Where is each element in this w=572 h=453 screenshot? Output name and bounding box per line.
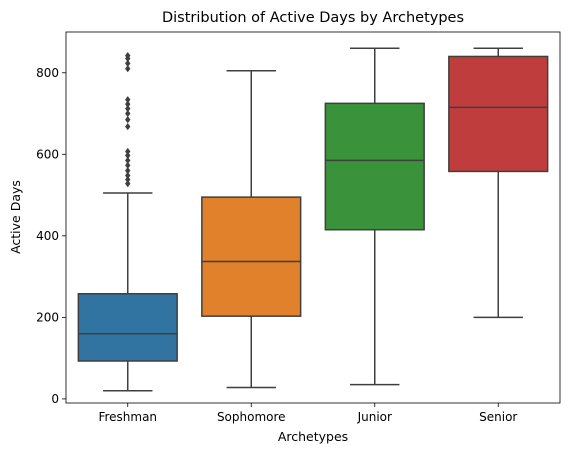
outlier-freshman-0 — [125, 180, 131, 188]
box-sophomore — [201, 69, 302, 389]
x-axis-label: Archetypes — [278, 429, 348, 444]
outlier-freshman-11 — [125, 105, 131, 113]
x-tick-label: Junior — [357, 410, 392, 424]
outlier-freshman-8 — [125, 122, 131, 131]
outlier-freshman-9 — [125, 116, 131, 124]
outlier-freshman-6 — [125, 151, 131, 160]
plot-area — [77, 47, 549, 392]
outlier-freshman-3 — [125, 167, 131, 175]
outlier-freshman-14 — [125, 65, 131, 73]
y-axis-label: Active Days — [8, 180, 23, 254]
outlier-freshman-15 — [125, 59, 131, 67]
y-tick-label: 800 — [36, 66, 59, 80]
y-tick-label: 0 — [51, 392, 59, 406]
outlier-freshman-12 — [125, 100, 131, 108]
outlier-freshman-7 — [125, 147, 131, 156]
iqr-box-freshman — [77, 292, 178, 362]
iqr-box-sophomore — [201, 196, 302, 317]
outlier-freshman-5 — [125, 156, 131, 165]
outlier-freshman-2 — [125, 171, 131, 180]
outlier-freshman-13 — [125, 96, 131, 104]
outlier-freshman-4 — [125, 161, 131, 169]
plot-frame — [65, 31, 561, 404]
box-freshman — [77, 52, 178, 392]
outlier-freshman-10 — [125, 109, 131, 118]
x-tick-label: Sophomore — [217, 410, 286, 424]
x-tick-label: Senior — [479, 410, 517, 424]
outlier-freshman-1 — [125, 175, 131, 184]
y-tick-label: 600 — [36, 147, 59, 161]
y-tick-label: 200 — [36, 310, 59, 324]
y-tick-label: 400 — [36, 229, 59, 243]
iqr-box-senior — [448, 55, 549, 173]
outlier-freshman-17 — [125, 52, 131, 60]
x-tick-label: Freshman — [98, 410, 157, 424]
chart-title: Distribution of Active Days by Archetype… — [162, 10, 464, 26]
box-senior — [448, 47, 549, 319]
y-axis: 0 200 400 600 800 — [36, 66, 66, 406]
x-axis: Freshman Sophomore Junior Senior — [98, 403, 517, 424]
iqr-box-junior — [324, 102, 425, 231]
box-junior — [324, 47, 425, 386]
